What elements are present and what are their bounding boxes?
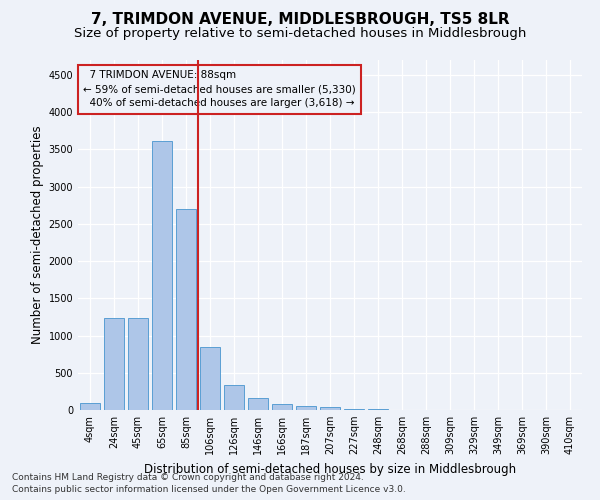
Bar xyxy=(176,209,196,410)
Bar xyxy=(128,318,148,410)
Bar xyxy=(320,407,340,410)
Bar xyxy=(248,398,268,410)
Bar xyxy=(200,348,220,410)
Text: Size of property relative to semi-detached houses in Middlesbrough: Size of property relative to semi-detach… xyxy=(74,28,526,40)
Text: 7, TRIMDON AVENUE, MIDDLESBROUGH, TS5 8LR: 7, TRIMDON AVENUE, MIDDLESBROUGH, TS5 8L… xyxy=(91,12,509,28)
Bar xyxy=(80,404,100,410)
Bar xyxy=(296,406,316,410)
Y-axis label: Number of semi-detached properties: Number of semi-detached properties xyxy=(31,126,44,344)
Bar xyxy=(344,408,364,410)
Text: 7 TRIMDON AVENUE: 88sqm  
← 59% of semi-detached houses are smaller (5,330)
  40: 7 TRIMDON AVENUE: 88sqm ← 59% of semi-de… xyxy=(83,70,356,108)
Text: Contains public sector information licensed under the Open Government Licence v3: Contains public sector information licen… xyxy=(12,485,406,494)
Bar xyxy=(224,386,244,410)
Text: Contains HM Land Registry data © Crown copyright and database right 2024.: Contains HM Land Registry data © Crown c… xyxy=(12,474,364,482)
Bar xyxy=(272,404,292,410)
Bar xyxy=(152,141,172,410)
X-axis label: Distribution of semi-detached houses by size in Middlesbrough: Distribution of semi-detached houses by … xyxy=(144,462,516,475)
Bar xyxy=(104,318,124,410)
